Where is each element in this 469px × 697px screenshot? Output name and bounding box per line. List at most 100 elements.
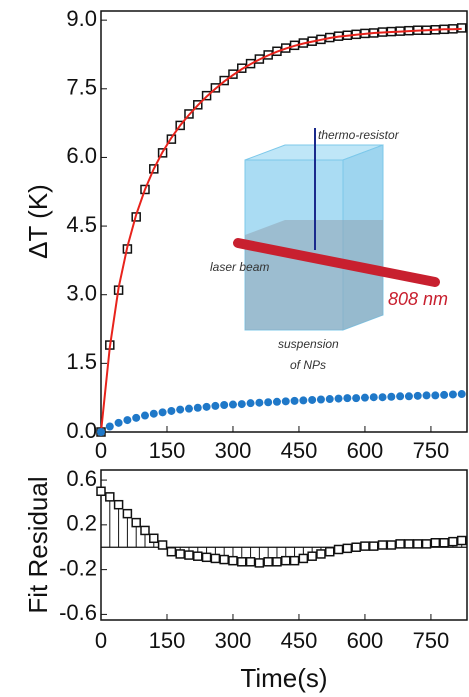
marker <box>422 391 431 400</box>
marker <box>132 413 141 422</box>
y-tick-label: 1.5 <box>66 349 97 374</box>
y-tick-label: 6.0 <box>66 143 97 168</box>
panel: 0 150 300 450 600 750 0.0 1.5 3.0 4.5 6.0 7.5 9.0 ΔT … <box>23 6 468 463</box>
marker <box>140 411 149 420</box>
marker <box>333 544 344 555</box>
marker <box>325 546 335 557</box>
y-tick-label: 7.5 <box>66 75 97 100</box>
marker <box>97 428 105 436</box>
marker <box>113 499 124 510</box>
marker <box>201 552 212 563</box>
marker <box>281 555 291 566</box>
marker <box>149 533 159 544</box>
marker <box>404 392 413 401</box>
marker <box>96 486 106 497</box>
marker <box>377 540 388 550</box>
frame <box>100 10 468 433</box>
marker <box>158 408 167 417</box>
marker <box>421 539 432 549</box>
marker <box>396 392 405 401</box>
marker <box>439 538 449 548</box>
x-tick-label: 300 <box>215 628 252 653</box>
marker <box>264 398 273 407</box>
marker <box>457 390 466 399</box>
y-tick-label: 0.6 <box>66 466 97 491</box>
annotation: thermo-resistor <box>318 128 400 142</box>
x-tick-label: 450 <box>281 438 318 463</box>
x-tick-label: 750 <box>413 628 450 653</box>
marker <box>245 557 256 567</box>
inset-diagram: thermo-resistor laser beam 808 nm suspen… <box>210 128 448 372</box>
x-tick-label: 600 <box>347 438 384 463</box>
annotation: of NPs <box>290 358 326 372</box>
marker <box>210 553 221 564</box>
marker <box>360 541 370 551</box>
marker <box>263 557 273 567</box>
marker <box>299 396 308 405</box>
marker <box>386 540 397 550</box>
marker <box>246 399 255 408</box>
y-tick-label: -0.6 <box>59 600 97 625</box>
marker <box>272 557 282 567</box>
marker <box>157 540 168 550</box>
x-tick-label: 600 <box>347 628 384 653</box>
y-tick-label: -0.2 <box>59 555 97 580</box>
marker <box>412 539 423 549</box>
marker <box>316 549 326 559</box>
x-tick-label: 150 <box>149 628 186 653</box>
marker <box>272 397 281 406</box>
x-axis-title: Time(s) <box>240 663 327 693</box>
marker <box>369 393 378 402</box>
y-tick-label: 3.0 <box>66 281 97 306</box>
marker <box>343 394 352 403</box>
marker <box>456 23 467 33</box>
marker <box>140 525 150 536</box>
marker <box>237 557 247 567</box>
marker <box>440 390 449 399</box>
marker <box>360 393 369 402</box>
marker <box>211 401 220 410</box>
marker <box>255 398 264 407</box>
marker <box>325 395 334 404</box>
marker <box>351 542 361 552</box>
marker <box>430 538 441 548</box>
marker <box>281 397 290 406</box>
x-tick-label: 450 <box>281 628 318 653</box>
annotation: suspension <box>278 337 339 351</box>
marker <box>316 395 325 404</box>
annotation: laser beam <box>210 260 269 274</box>
y-axis-title: Fit Residual <box>23 476 53 613</box>
marker <box>334 394 343 403</box>
marker <box>228 400 237 409</box>
x-tick-label: 300 <box>215 438 252 463</box>
marker <box>448 536 458 547</box>
x-tick-label: 150 <box>149 438 186 463</box>
marker <box>184 550 194 560</box>
marker <box>131 517 141 528</box>
marker <box>431 391 440 400</box>
marker <box>175 549 185 559</box>
x-tick-label: 750 <box>413 438 450 463</box>
marker <box>105 492 115 502</box>
marker <box>387 392 396 401</box>
marker <box>228 555 238 566</box>
marker <box>342 543 353 554</box>
marker <box>456 535 467 546</box>
marker <box>254 558 265 568</box>
marker <box>184 404 193 413</box>
marker <box>352 394 361 403</box>
marker <box>122 508 133 519</box>
y-tick-label: 0.0 <box>66 418 97 443</box>
marker <box>307 551 317 561</box>
marker <box>368 541 379 551</box>
marker <box>149 409 158 418</box>
marker <box>105 422 114 431</box>
y-tick-label: 9.0 <box>66 6 97 31</box>
y-axis-title: ΔT (K) <box>23 184 53 259</box>
marker <box>193 551 203 561</box>
y-tick-label: 0.2 <box>66 511 97 536</box>
marker <box>220 401 229 410</box>
marker <box>167 406 176 415</box>
